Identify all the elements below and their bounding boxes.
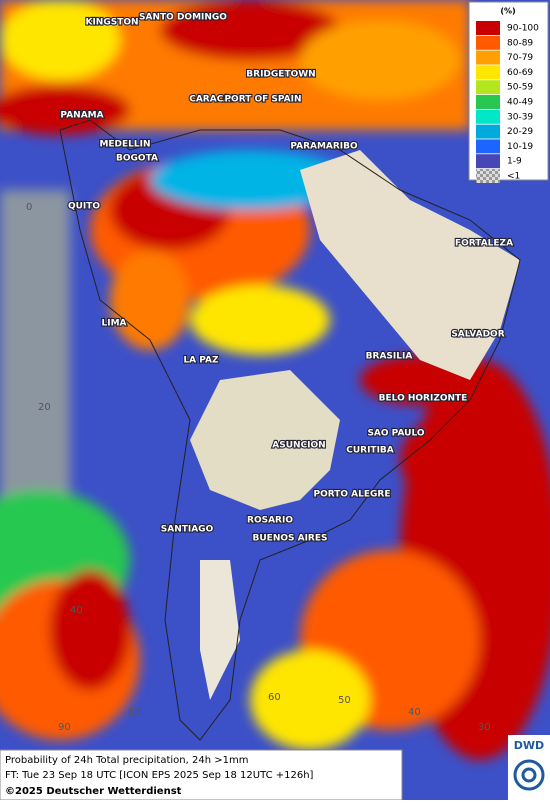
footer-text: ©2025 Deutscher Wetterdienst	[5, 786, 182, 797]
grid-label: 40	[408, 707, 421, 718]
city-label: LIMA	[101, 319, 126, 329]
city-label: SALVADOR	[451, 330, 504, 340]
city-label: MEDELLIN	[99, 140, 150, 150]
legend-label: 60-69	[507, 68, 533, 78]
legend-label: <1	[507, 172, 520, 182]
grid-labels: 0 20 40 90 80 60 50 40 30	[26, 202, 491, 733]
legend-swatch	[476, 21, 500, 35]
legend-label: 70-79	[507, 53, 533, 63]
legend-swatch	[476, 35, 500, 50]
city-label: ASUNCION	[272, 441, 325, 451]
legend-swatch	[476, 124, 500, 139]
city-label: BRASILIA	[366, 352, 413, 362]
city-label: BUENOS AIRES	[253, 534, 328, 544]
city-label: BOGOTA	[116, 154, 158, 164]
city-label: PORTO ALEGRE	[313, 490, 390, 500]
legend-swatch	[476, 65, 500, 80]
city-label: ROSARIO	[247, 516, 293, 526]
city-labels: KINGSTON SANTO DOMINGOBRIDGETOWNCARACASPO…	[59, 11, 514, 544]
grid-label: 60	[268, 692, 281, 703]
footer-text: FT: Tue 23 Sep 18 UTC [ICON EPS 2025 Sep…	[5, 770, 314, 781]
city-label: LA PAZ	[183, 356, 219, 366]
legend-swatch	[476, 80, 500, 95]
city-label: BRIDGETOWN	[246, 70, 315, 80]
logo: DWD	[508, 735, 550, 800]
grid-label: 40	[70, 605, 83, 616]
city-label: QUITO	[68, 202, 100, 212]
legend: (%) 90-100 80-89 70-79 60-69 50-59 40-49 30-39…	[468, 1, 549, 183]
grid-label: 50	[338, 695, 351, 706]
footer-text: Probability of 24h Total precipitation, …	[5, 755, 248, 766]
legend-title: (%)	[500, 7, 515, 16]
legend-swatch	[476, 50, 500, 65]
city-label: PARAMARIBO	[290, 142, 358, 152]
legend-swatch	[476, 169, 500, 183]
legend-label: 10-19	[507, 142, 533, 152]
legend-label: 1-9	[507, 157, 522, 167]
grid-label: 0	[26, 202, 32, 213]
city-label: SAO PAULO	[367, 429, 424, 439]
legend-label: 40-49	[507, 98, 533, 108]
city-label: PANAMA	[60, 111, 103, 121]
city-label: PORT OF SPAIN	[224, 95, 301, 105]
grid-label: 90	[58, 722, 71, 733]
legend-swatch	[476, 154, 500, 169]
city-label: KINGSTON	[85, 18, 138, 28]
grid-label: 80	[128, 707, 141, 718]
logo-text: DWD	[514, 739, 544, 752]
city-label: CURITIBA	[346, 446, 394, 456]
legend-label: 30-39	[507, 112, 533, 122]
legend-swatch	[476, 109, 500, 124]
city-label: BELO HORIZONTE	[379, 394, 468, 404]
legend-label: 50-59	[507, 83, 533, 93]
legend-label: 20-29	[507, 127, 533, 137]
legend-label: 80-89	[507, 38, 533, 48]
legend-swatch	[476, 95, 500, 109]
city-label: FORTALEZA	[455, 239, 513, 249]
footer: Probability of 24h Total precipitation, …	[0, 749, 403, 801]
grid-label: 20	[38, 402, 51, 413]
grid-label: 30	[478, 722, 491, 733]
legend-label: 90-100	[507, 24, 539, 34]
city-label: SANTIAGO	[161, 525, 214, 535]
city-label: CARACAS	[189, 95, 237, 105]
city-label: SANTO DOMINGO	[139, 13, 227, 23]
legend-swatch	[476, 139, 500, 154]
